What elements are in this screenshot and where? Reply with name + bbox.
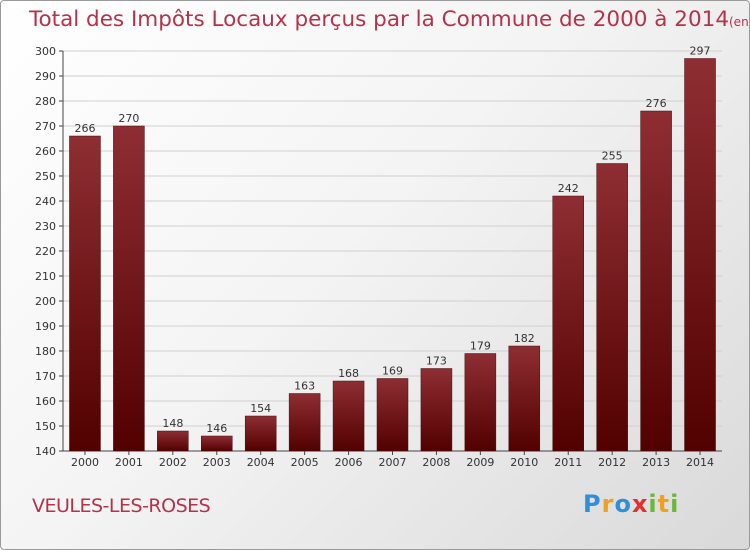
bar-2006 bbox=[332, 380, 365, 452]
x-tick-label-2005: 2005 bbox=[291, 456, 319, 469]
bar-2003 bbox=[201, 435, 233, 452]
x-tick-label-2003: 2003 bbox=[203, 456, 231, 469]
chart-title: Total des Impôts Locaux perçus par la Co… bbox=[29, 7, 749, 32]
x-tick-label-2009: 2009 bbox=[466, 456, 494, 469]
data-label-2002: 148 bbox=[162, 417, 183, 430]
y-tick-label: 170 bbox=[35, 370, 56, 383]
x-tick-label-2011: 2011 bbox=[554, 456, 582, 469]
bar-2002 bbox=[157, 430, 189, 452]
y-tick-label: 230 bbox=[35, 220, 56, 233]
data-label-2008: 173 bbox=[426, 355, 447, 368]
data-label-2013: 276 bbox=[646, 97, 667, 110]
x-tick-label-2008: 2008 bbox=[422, 456, 450, 469]
bar-2013 bbox=[640, 110, 672, 452]
y-tick-label: 290 bbox=[35, 70, 56, 83]
data-label-2009: 179 bbox=[470, 340, 491, 353]
logo-letter: x bbox=[631, 490, 649, 518]
data-label-2007: 169 bbox=[382, 365, 403, 378]
bar-2014 bbox=[684, 58, 716, 452]
data-label-2005: 163 bbox=[294, 380, 315, 393]
logo-letter: r bbox=[601, 490, 615, 518]
x-tick-label-2013: 2013 bbox=[642, 456, 670, 469]
y-tick-label: 280 bbox=[35, 95, 56, 108]
data-label-2006: 168 bbox=[338, 367, 359, 380]
bar-2008 bbox=[420, 368, 453, 452]
data-label-2012: 255 bbox=[602, 150, 623, 163]
x-tick-label-2001: 2001 bbox=[115, 456, 143, 469]
x-tick-label-2014: 2014 bbox=[686, 456, 714, 469]
data-label-2010: 182 bbox=[514, 332, 535, 345]
logo-letter: t bbox=[657, 490, 671, 518]
bar-2012 bbox=[596, 163, 628, 452]
data-label-2001: 270 bbox=[118, 112, 139, 125]
chart-title-text: Total des Impôts Locaux perçus par la Co… bbox=[29, 7, 729, 32]
proxiti-logo[interactable]: Proxiti bbox=[583, 490, 679, 518]
bar-2010 bbox=[508, 345, 541, 452]
y-tick-label: 270 bbox=[35, 120, 56, 133]
bar-2001 bbox=[113, 125, 145, 452]
unit-label: (en milliers d'€) bbox=[729, 15, 749, 29]
y-tick-label: 190 bbox=[35, 320, 56, 333]
x-tick-label-2010: 2010 bbox=[510, 456, 538, 469]
logo-letter: o bbox=[614, 490, 632, 518]
y-tick-label: 250 bbox=[35, 170, 56, 183]
bar-2005 bbox=[288, 393, 321, 452]
logo-letter: P bbox=[583, 490, 602, 518]
y-tick-label: 150 bbox=[35, 420, 56, 433]
y-tick-label: 160 bbox=[35, 395, 56, 408]
y-tick-label: 240 bbox=[35, 195, 56, 208]
x-tick-label-2007: 2007 bbox=[379, 456, 407, 469]
logo-letter: i bbox=[670, 490, 680, 518]
bar-2007 bbox=[376, 378, 409, 452]
y-tick-label: 300 bbox=[35, 45, 56, 58]
y-tick-label: 220 bbox=[35, 245, 56, 258]
data-label-2004: 154 bbox=[250, 402, 271, 415]
bar-2011 bbox=[552, 195, 584, 452]
x-tick-label-2000: 2000 bbox=[71, 456, 99, 469]
commune-name: VEULES-LES-ROSES bbox=[32, 495, 211, 517]
x-tick-label-2004: 2004 bbox=[247, 456, 275, 469]
bar-2004 bbox=[244, 415, 277, 452]
bar-2000 bbox=[69, 135, 101, 452]
y-tick-label: 180 bbox=[35, 345, 56, 358]
y-tick-label: 200 bbox=[35, 295, 56, 308]
y-tick-label: 210 bbox=[35, 270, 56, 283]
data-label-2014: 297 bbox=[690, 45, 711, 58]
data-label-2011: 242 bbox=[558, 182, 579, 195]
x-tick-label-2012: 2012 bbox=[598, 456, 626, 469]
y-tick-label: 260 bbox=[35, 145, 56, 158]
y-tick-label: 140 bbox=[35, 445, 56, 458]
x-tick-label-2006: 2006 bbox=[335, 456, 363, 469]
bar-2009 bbox=[464, 353, 497, 452]
logo-letter: i bbox=[648, 490, 658, 518]
data-label-2003: 146 bbox=[206, 422, 227, 435]
x-tick-label-2002: 2002 bbox=[159, 456, 187, 469]
data-label-2000: 266 bbox=[74, 122, 95, 135]
